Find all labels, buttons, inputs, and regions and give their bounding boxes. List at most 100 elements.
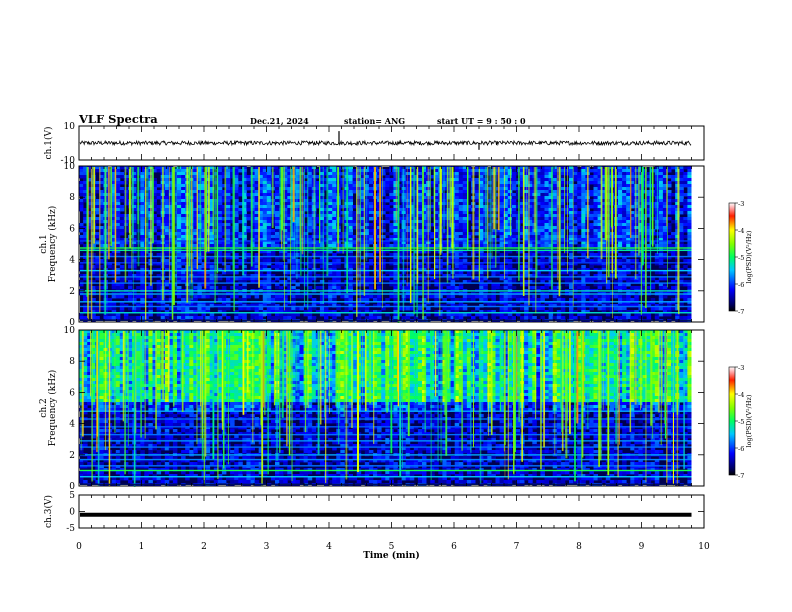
spectrogram-cell: [140, 298, 145, 302]
spectrogram-cell: [503, 196, 509, 200]
spectrogram-cell: [164, 280, 170, 284]
spectrogram-cell: [287, 175, 292, 179]
spectrogram-cell: [193, 313, 198, 317]
spectrogram-cell: [377, 301, 382, 305]
spectrogram-cell: [507, 265, 513, 269]
spectrogram-cell: [132, 244, 137, 248]
spectrogram-cell: [262, 208, 268, 212]
spectrogram-cell: [197, 274, 202, 278]
spectrogram-cell: [168, 184, 174, 188]
spectrogram-cell: [156, 268, 162, 272]
spectrogram-cell: [258, 181, 264, 185]
spectrogram-cell: [197, 196, 202, 200]
spectrogram-cell: [319, 238, 325, 242]
spectrogram-cell: [140, 208, 145, 212]
spectrogram-cell: [409, 211, 415, 215]
spectrogram-cell: [368, 214, 374, 218]
spectrogram-cell: [234, 226, 239, 230]
spectrogram-cell: [552, 193, 558, 197]
spectrogram-cell: [303, 196, 309, 200]
spectrogram-cell: [209, 241, 215, 245]
spectrogram-cell: [119, 286, 125, 290]
spectrogram-cell: [164, 184, 170, 188]
spectrogram-cell: [123, 316, 129, 320]
spectrogram-cell: [230, 166, 235, 170]
spectrogram-cell: [177, 193, 182, 197]
spectrogram-cell: [434, 214, 439, 218]
spectrogram-cell: [446, 208, 451, 212]
spectrogram-cell: [442, 253, 447, 257]
spectrogram-cell: [262, 301, 268, 305]
spectrogram-cell: [291, 268, 296, 272]
spectrogram-cell: [270, 241, 276, 245]
spectrogram-cell: [115, 262, 121, 266]
spectrogram-cell: [132, 199, 137, 203]
spectrogram-cell: [209, 256, 215, 260]
spectrogram-cell: [405, 274, 411, 278]
spectrogram-cell: [454, 304, 460, 308]
spectrogram-cell: [99, 241, 104, 245]
spectrogram-cell: [381, 262, 386, 266]
spectrogram-cell: [250, 196, 255, 200]
spectrogram-cell: [319, 199, 325, 203]
spectrogram-cell: [111, 205, 117, 209]
spectrogram-cell: [405, 286, 411, 290]
spectrogram-cell: [336, 262, 341, 266]
spectrogram-cell: [540, 316, 545, 320]
spectrogram-cell: [499, 184, 505, 188]
spectrogram-cell: [266, 187, 272, 191]
spectrogram-cell: [389, 238, 394, 242]
spectrogram-cell: [332, 244, 337, 248]
spectrogram-cell: [319, 241, 325, 245]
spectrogram-cell: [417, 250, 423, 254]
spectrogram-cell: [524, 208, 529, 212]
spectrogram-cell: [287, 307, 292, 311]
spectrogram-cell: [95, 232, 100, 236]
spectrogram-cell: [332, 280, 337, 284]
spectrogram-cell: [446, 259, 451, 263]
spectrogram-cell: [552, 175, 558, 179]
spectrogram-cell: [266, 280, 272, 284]
spectrogram-cell: [434, 241, 439, 245]
spectrogram-cell: [413, 238, 419, 242]
spectrogram-cell: [177, 223, 182, 227]
spectrogram-cell: [152, 187, 157, 191]
spectrogram-cell: [446, 184, 451, 188]
spectrogram-cell: [360, 298, 366, 302]
spectrogram-cell: [107, 235, 113, 239]
spectrogram-cell: [413, 187, 419, 191]
spectrogram-cell: [111, 202, 117, 206]
spectrogram-cell: [201, 196, 206, 200]
spectrogram-cell: [95, 256, 100, 260]
spectrogram-cell: [115, 313, 121, 317]
spectrogram-cell: [266, 223, 272, 227]
spectrogram-cell: [168, 217, 174, 221]
spectrogram-cell: [328, 208, 333, 212]
spectrogram-cell: [230, 205, 235, 209]
spectrogram-cell: [254, 253, 260, 257]
spectrogram-cell: [132, 295, 137, 299]
spectrogram-cell: [221, 310, 227, 314]
spectrogram-cell: [201, 304, 206, 308]
spectrogram-cell: [172, 226, 178, 230]
spectrogram-cell: [221, 223, 227, 227]
spectrogram-cell: [405, 211, 411, 215]
spectrogram-cell: [287, 211, 292, 215]
spectrogram-cell: [405, 205, 411, 209]
spectrogram-cell: [356, 265, 362, 269]
spectrogram-cell: [226, 232, 231, 236]
spectrogram-cell: [221, 307, 227, 311]
spectrogram-cell: [119, 226, 125, 230]
spectrogram-cell: [209, 202, 215, 206]
spectrogram-cell: [79, 268, 84, 272]
spectrogram-cell: [242, 169, 247, 173]
spectrogram-cell: [209, 229, 215, 233]
spectrogram-cell: [311, 271, 317, 275]
spectrogram-cell: [287, 244, 292, 248]
spectrogram-cell: [544, 214, 549, 218]
spectrogram-cell: [246, 226, 251, 230]
spectrogram-cell: [197, 295, 202, 299]
spectrogram-cell: [393, 283, 398, 287]
spectrogram-cell: [279, 265, 284, 269]
